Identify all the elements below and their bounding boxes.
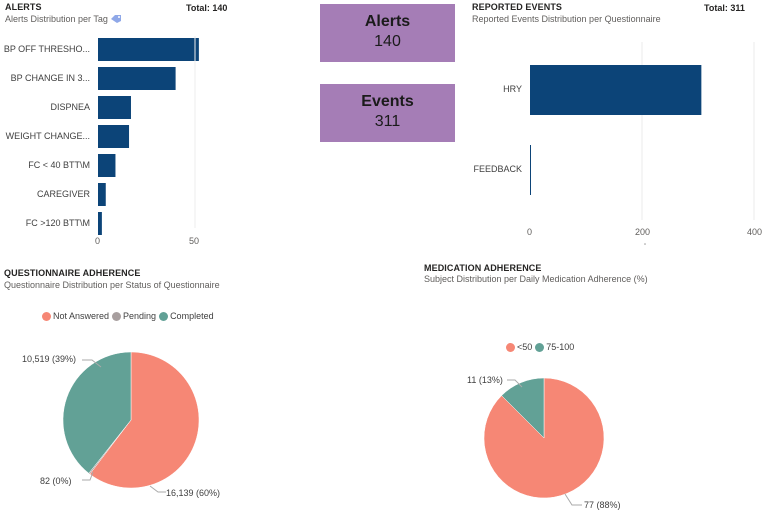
medication-pie-chart[interactable]: [420, 360, 720, 514]
events-title: REPORTED EVENTS: [472, 2, 563, 12]
alerts-tick-50: 50: [189, 236, 200, 246]
events-bar[interactable]: [530, 65, 702, 115]
tag-icon: [110, 15, 121, 23]
medication-title: MEDICATION ADHERENCE: [424, 263, 542, 273]
legend-dot-pending: [112, 311, 122, 321]
alerts-bar[interactable]: [98, 183, 106, 206]
alerts-card-title: Alerts: [364, 13, 411, 30]
legend-not-answered[interactable]: Not Answered: [42, 311, 109, 321]
alerts-bar-label: CAREGIVER: [36, 188, 90, 199]
events-total: Total: 311: [704, 3, 745, 13]
questionnaire-pie-chart[interactable]: [0, 330, 300, 514]
pie-label-pending: 82 (0%): [40, 476, 72, 486]
alerts-subtitle: Alerts Distribution per Tag: [5, 14, 108, 24]
events-bar-chart[interactable]: [460, 40, 767, 250]
events-tick-400: 400: [747, 227, 763, 237]
pie-slice-not-answered[interactable]: [89, 351, 200, 489]
alerts-bar[interactable]: [98, 154, 116, 177]
questionnaire-subtitle: Questionnaire Distribution per Status of…: [4, 280, 220, 290]
legend-dot-completed: [159, 311, 169, 321]
medication-subtitle: Subject Distribution per Daily Medicatio…: [424, 274, 648, 284]
questionnaire-legend: Not Answered Pending Completed: [42, 311, 217, 321]
alerts-bar-label: FC < 40 BTT\M: [28, 159, 90, 170]
events-axis-dot: [644, 243, 646, 245]
questionnaire-title: QUESTIONNAIRE ADHERENCE: [4, 268, 141, 278]
events-subtitle: Reported Events Distribution per Questio…: [472, 14, 661, 24]
events-card[interactable]: Events 311: [320, 84, 455, 142]
leader-line-not-answered: [149, 485, 166, 493]
leader-line-75-100: [507, 379, 523, 388]
alerts-subtitle-row: Alerts Distribution per Tag: [5, 14, 122, 24]
alerts-bar[interactable]: [98, 38, 199, 61]
alerts-bar-label: DISPNEA: [50, 101, 90, 112]
alerts-bar[interactable]: [98, 96, 131, 119]
pie-label-lt50: 77 (88%): [584, 500, 621, 510]
legend-75-100[interactable]: 75-100: [535, 342, 574, 352]
events-tick-0: 0: [527, 227, 533, 237]
medication-legend: <50 75-100: [506, 342, 577, 352]
alerts-total: Total: 140: [186, 3, 228, 13]
events-card-value: 311: [374, 113, 401, 130]
leader-line-pending: [82, 471, 94, 481]
alerts-bar[interactable]: [98, 67, 176, 90]
alerts-card-value: 140: [374, 33, 401, 50]
events-bar[interactable]: [530, 145, 531, 195]
alerts-tick-0: 0: [95, 236, 101, 246]
alerts-bar-label: BP OFF THRESHO...: [3, 43, 90, 54]
legend-dot-lt50: [506, 342, 515, 352]
events-card-title: Events: [361, 93, 414, 110]
pie-slice-completed[interactable]: [62, 351, 132, 474]
alerts-title: ALERTS: [5, 2, 42, 12]
legend-completed[interactable]: Completed: [159, 311, 214, 321]
alerts-bar[interactable]: [98, 212, 102, 235]
legend-pending[interactable]: Pending: [112, 311, 156, 321]
alerts-bar[interactable]: [98, 125, 130, 148]
alerts-card[interactable]: Alerts 140: [320, 4, 455, 62]
leader-line-completed: [82, 359, 102, 368]
pie-label-not-answered: 16,139 (60%): [166, 488, 221, 498]
leader-line-lt50: [564, 493, 582, 506]
events-bar-label: HRY: [503, 84, 522, 94]
legend-dot-not-answered: [42, 311, 51, 321]
pie-label-completed: 10,519 (39%): [22, 354, 77, 364]
alerts-bar-chart[interactable]: [0, 0, 320, 260]
events-bar-label: FEEDBACK: [473, 164, 522, 174]
events-tick-200: 200: [635, 227, 651, 237]
alerts-bar-label: BP CHANGE IN 3...: [10, 72, 90, 83]
legend-dot-75-100: [535, 342, 545, 352]
alerts-bar-label: WEIGHT CHANGE...: [5, 130, 90, 141]
legend-lt50[interactable]: <50: [506, 342, 532, 352]
pie-slice-75-100[interactable]: [501, 377, 545, 439]
alerts-bar-label: FC >120 BTT\M: [25, 217, 90, 228]
pie-label-75-100: 11 (13%): [467, 375, 503, 385]
